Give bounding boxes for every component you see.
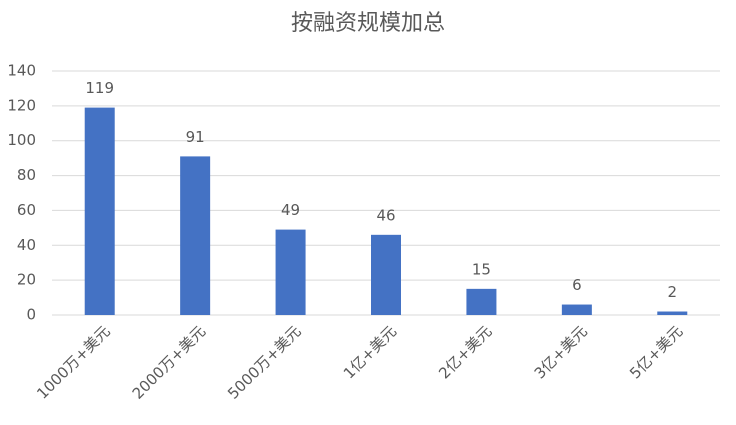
- bar: [84, 107, 115, 315]
- y-tick-label: 120: [7, 96, 36, 114]
- data-label: 49: [281, 201, 300, 219]
- bar: [466, 288, 497, 315]
- y-tick-label: 100: [7, 131, 36, 149]
- y-tick-label: 40: [17, 236, 36, 254]
- y-tick-label: 140: [7, 62, 36, 80]
- x-tick-label: 1亿+美元: [340, 322, 400, 382]
- y-tick-label: 60: [17, 201, 36, 219]
- bar: [275, 229, 306, 315]
- bar: [180, 156, 211, 315]
- data-label: 119: [85, 79, 114, 97]
- data-label: 46: [376, 206, 395, 224]
- y-tick-label: 80: [17, 166, 36, 184]
- x-tick-label: 3亿+美元: [531, 322, 591, 382]
- y-tick-label: 20: [17, 271, 36, 289]
- bar: [657, 311, 688, 315]
- data-label: 91: [186, 128, 205, 146]
- x-tick-label: 2000万+美元: [129, 322, 209, 402]
- y-tick-label: 0: [26, 306, 36, 324]
- x-tick-label: 1000万+美元: [33, 322, 113, 402]
- x-tick-label: 5000万+美元: [224, 322, 304, 402]
- data-label: 6: [572, 276, 582, 294]
- data-label: 15: [472, 260, 491, 278]
- x-tick-label: 2亿+美元: [435, 322, 495, 382]
- chart-title: 按融资规模加总: [291, 11, 445, 36]
- x-tick-label: 5亿+美元: [626, 322, 686, 382]
- bar: [561, 304, 592, 315]
- bar: [371, 234, 401, 315]
- data-label: 2: [668, 283, 678, 301]
